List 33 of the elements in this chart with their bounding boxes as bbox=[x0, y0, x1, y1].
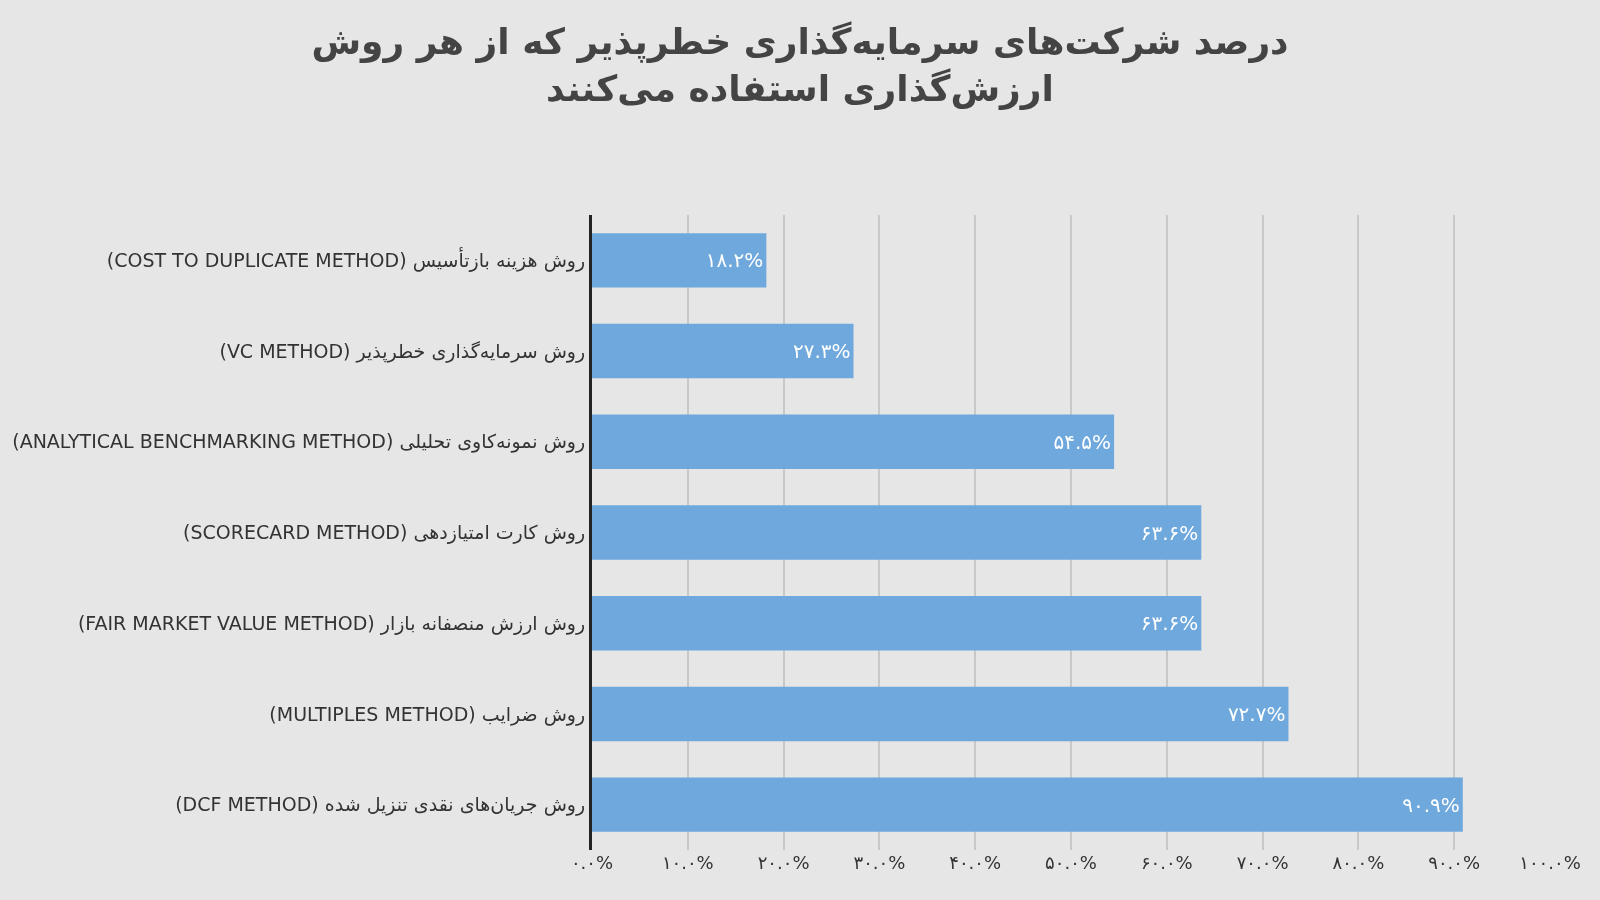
x-tick-label: ۹۰.۰% bbox=[1428, 852, 1481, 873]
x-tick-label: ۶۰.۰% bbox=[1140, 852, 1193, 873]
data-label: ۲۷.۳% bbox=[792, 339, 851, 364]
y-tick-label: روش نمونه‌کاوی تحلیلی (ANALYTICAL BENCHMARKING METHOD) bbox=[12, 430, 586, 454]
data-label: ۱۸.۲% bbox=[705, 248, 764, 273]
y-tick-label: روش کارت امتیازدهی (SCORECARD METHOD) bbox=[183, 521, 586, 545]
x-tick-label: ۱۰.۰% bbox=[661, 852, 714, 873]
data-label: ۶۳.۶% bbox=[1140, 611, 1199, 636]
y-tick-label: روش ارزش منصفانه بازار (FAIR MARKET VALUE METHOD) bbox=[77, 611, 586, 635]
data-label: ۷۲.۷% bbox=[1227, 701, 1286, 726]
x-tick-label: ۳۰.۰% bbox=[853, 852, 906, 873]
x-tick-label: ۵۰.۰% bbox=[1045, 852, 1097, 873]
y-tick-label: روش سرمایه‌گذاری خطرپذیر (VC METHOD) bbox=[219, 339, 586, 363]
x-tick-label: ۸۰.۰% bbox=[1332, 852, 1385, 873]
x-tick-label: ۱۰۰.۰% bbox=[1519, 852, 1581, 873]
x-tick-label: ۰.۰% bbox=[570, 852, 614, 873]
bar bbox=[592, 323, 854, 379]
data-label: ۶۳.۶% bbox=[1140, 520, 1199, 545]
y-tick-label: روش هزینه بازتأسیس (COST TO DUPLICATE METHOD) bbox=[106, 247, 586, 273]
bar bbox=[592, 596, 1202, 651]
bar bbox=[592, 233, 767, 288]
chart-title: درصد شرکت‌های سرمایه‌گذاری خطرپذیر که از هر روش ارزش‌گذاری استفاده می‌کنند bbox=[311, 21, 1289, 110]
y-tick-label: روش جریان‌های نقدی تنزیل شده (DCF METHOD) bbox=[175, 793, 586, 817]
bar bbox=[592, 777, 1463, 832]
data-label: ۵۴.۵% bbox=[1053, 429, 1112, 454]
y-tick-label: روش ضرایب (MULTIPLES METHOD) bbox=[269, 702, 586, 726]
x-tick-label: ۲۰.۰% bbox=[757, 852, 810, 873]
bar bbox=[592, 505, 1202, 560]
bar bbox=[592, 414, 1115, 469]
x-tick-label: ۷۰.۰% bbox=[1236, 852, 1289, 873]
data-label: ۹۰.۹% bbox=[1402, 792, 1460, 817]
x-tick-label: ۴۰.۰% bbox=[949, 852, 1002, 873]
bar bbox=[592, 686, 1289, 742]
